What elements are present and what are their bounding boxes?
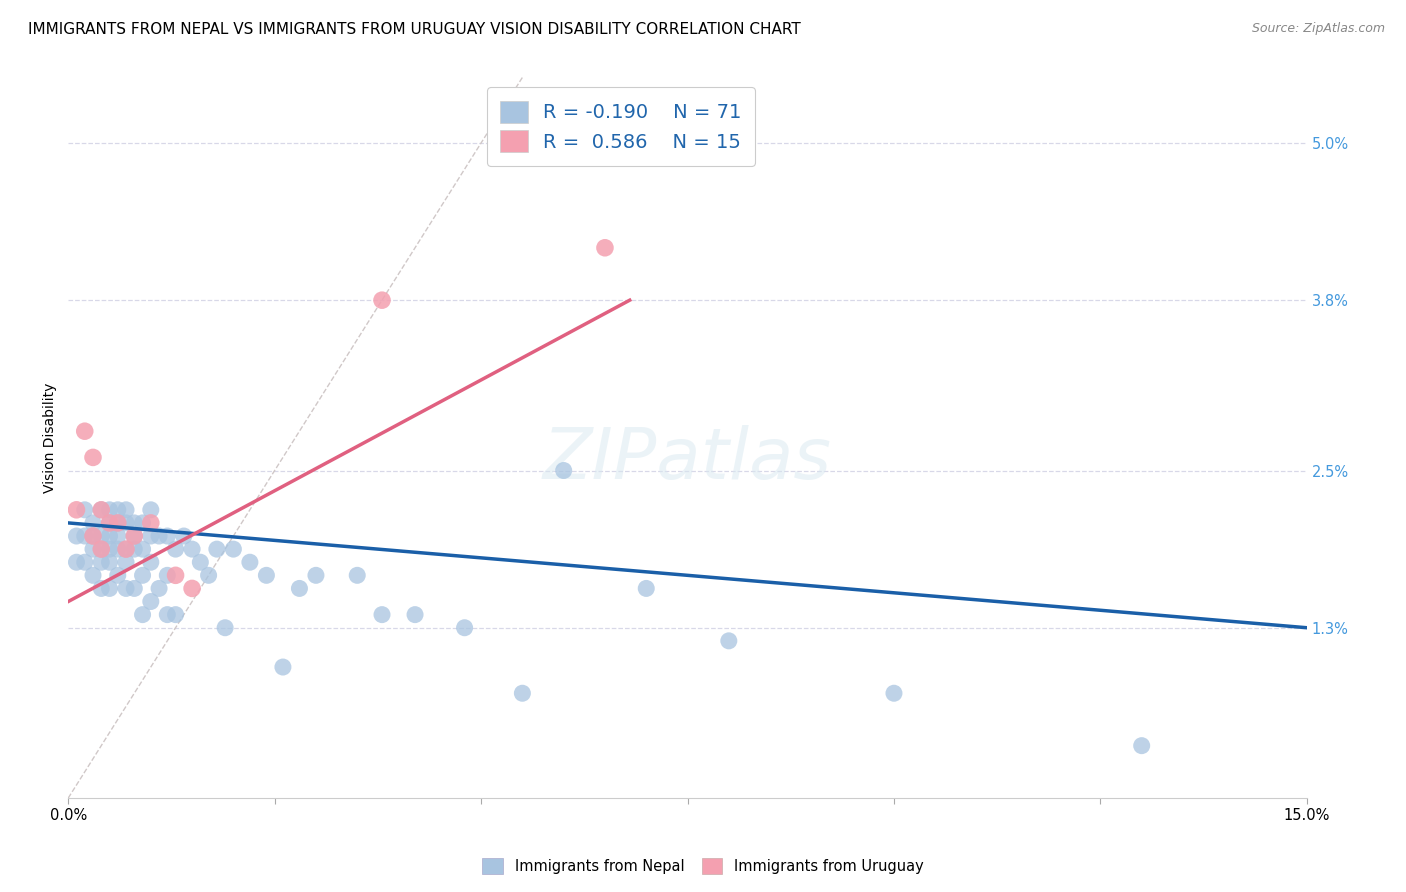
Point: [107, 503, 129, 517]
Point: [124, 529, 146, 543]
Point: [148, 582, 170, 596]
Point: [404, 607, 426, 622]
Point: [115, 503, 138, 517]
Point: [553, 463, 575, 477]
Point: [156, 568, 179, 582]
Point: [165, 607, 187, 622]
Point: [98, 516, 121, 530]
Legend: R = -0.190    N = 71, R =  0.586    N = 15: R = -0.190 N = 71, R = 0.586 N = 15: [486, 87, 755, 166]
Point: [156, 607, 179, 622]
Point: [65, 503, 87, 517]
Point: [82, 542, 104, 557]
Point: [131, 568, 153, 582]
Point: [148, 529, 170, 543]
Y-axis label: Vision Disability: Vision Disability: [44, 383, 58, 493]
Point: [271, 660, 294, 674]
Legend: Immigrants from Nepal, Immigrants from Uruguay: Immigrants from Nepal, Immigrants from U…: [477, 852, 929, 880]
Point: [82, 568, 104, 582]
Point: [115, 516, 138, 530]
Point: [73, 424, 96, 438]
Point: [98, 555, 121, 569]
Point: [115, 542, 138, 557]
Point: [98, 516, 121, 530]
Point: [636, 582, 658, 596]
Point: [197, 568, 219, 582]
Point: [593, 241, 616, 255]
Point: [82, 529, 104, 543]
Point: [98, 529, 121, 543]
Point: [139, 516, 162, 530]
Point: [205, 542, 228, 557]
Text: ZIPatlas: ZIPatlas: [543, 425, 832, 494]
Point: [139, 594, 162, 608]
Point: [82, 516, 104, 530]
Point: [371, 607, 394, 622]
Point: [131, 607, 153, 622]
Point: [115, 542, 138, 557]
Point: [115, 555, 138, 569]
Point: [214, 621, 236, 635]
Point: [115, 582, 138, 596]
Point: [1130, 739, 1153, 753]
Point: [883, 686, 905, 700]
Point: [717, 633, 740, 648]
Point: [107, 516, 129, 530]
Point: [181, 542, 204, 557]
Point: [124, 529, 146, 543]
Point: [288, 582, 311, 596]
Point: [131, 516, 153, 530]
Point: [131, 542, 153, 557]
Point: [453, 621, 475, 635]
Point: [139, 555, 162, 569]
Point: [90, 529, 112, 543]
Point: [371, 293, 394, 308]
Point: [124, 516, 146, 530]
Point: [124, 582, 146, 596]
Point: [90, 503, 112, 517]
Point: [181, 582, 204, 596]
Point: [90, 555, 112, 569]
Point: [90, 503, 112, 517]
Point: [107, 568, 129, 582]
Point: [139, 503, 162, 517]
Point: [107, 542, 129, 557]
Point: [73, 555, 96, 569]
Point: [90, 582, 112, 596]
Point: [82, 529, 104, 543]
Point: [90, 542, 112, 557]
Point: [82, 450, 104, 465]
Point: [98, 582, 121, 596]
Point: [305, 568, 328, 582]
Point: [254, 568, 277, 582]
Point: [239, 555, 262, 569]
Point: [139, 529, 162, 543]
Text: Source: ZipAtlas.com: Source: ZipAtlas.com: [1251, 22, 1385, 36]
Point: [165, 568, 187, 582]
Point: [90, 542, 112, 557]
Point: [65, 555, 87, 569]
Point: [512, 686, 534, 700]
Point: [107, 516, 129, 530]
Point: [98, 542, 121, 557]
Text: IMMIGRANTS FROM NEPAL VS IMMIGRANTS FROM URUGUAY VISION DISABILITY CORRELATION C: IMMIGRANTS FROM NEPAL VS IMMIGRANTS FROM…: [28, 22, 801, 37]
Point: [107, 529, 129, 543]
Point: [98, 503, 121, 517]
Point: [156, 529, 179, 543]
Point: [65, 529, 87, 543]
Point: [222, 542, 245, 557]
Point: [173, 529, 195, 543]
Point: [188, 555, 211, 569]
Point: [124, 542, 146, 557]
Point: [73, 503, 96, 517]
Point: [73, 529, 96, 543]
Point: [165, 542, 187, 557]
Point: [346, 568, 368, 582]
